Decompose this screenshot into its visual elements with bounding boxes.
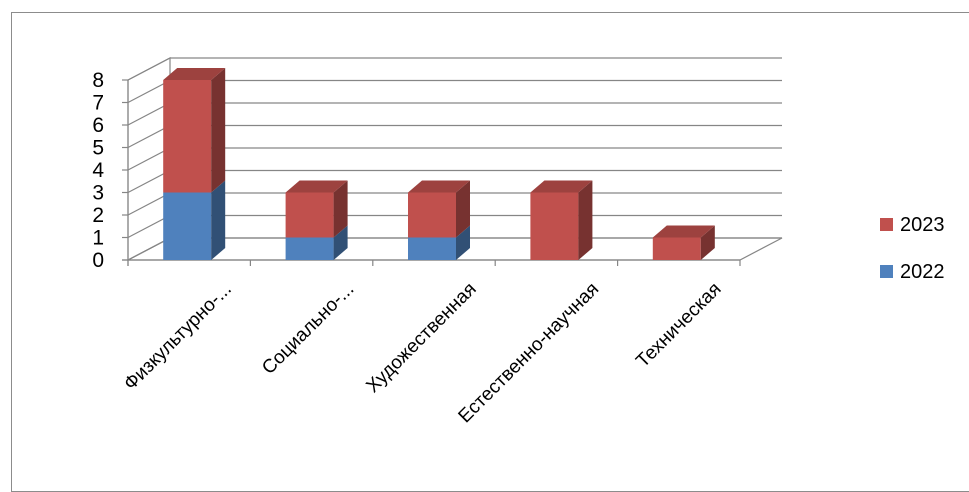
- gridline: [127, 124, 782, 149]
- y-tick-label: 6: [92, 114, 104, 137]
- bar-top: [163, 68, 226, 80]
- bar-2022-0: [163, 180, 226, 260]
- y-tick-label: 7: [92, 92, 104, 115]
- bar-2023-0: [163, 68, 226, 193]
- legend-label-2022: 2022: [900, 261, 945, 283]
- y-tick-label: 4: [92, 159, 104, 182]
- bar-2022-2-side: [456, 225, 470, 260]
- x-category-label: Техническая: [632, 279, 725, 372]
- gridline: [127, 57, 782, 81]
- bar-2022-0-side: [211, 180, 226, 260]
- bar-2022-2-front: [408, 237, 456, 260]
- legend-label-2023: 2023: [900, 214, 945, 236]
- gridline: [127, 79, 782, 104]
- bar-2023-4: [652, 225, 715, 260]
- bar-2023-3-front: [530, 192, 579, 260]
- y-tick-label: 2: [92, 204, 104, 227]
- bar-2023-2: [408, 180, 470, 238]
- y-tick-label: 5: [92, 137, 104, 160]
- bar-2022-2: [408, 225, 470, 260]
- legend: 2023 2022: [880, 214, 945, 283]
- bar-2023-3-side: [578, 180, 593, 260]
- y-tick-label: 1: [92, 227, 104, 250]
- y-tick-label: 0: [92, 249, 104, 272]
- y-tick-label: 3: [92, 182, 104, 205]
- legend-swatch-2022: [880, 265, 893, 278]
- bar-2023-4-side: [700, 225, 715, 260]
- bars: [163, 68, 715, 260]
- x-category-label: Естественно-научная: [455, 279, 604, 428]
- bar-top: [285, 180, 348, 193]
- bar-2023-2-front: [408, 192, 456, 238]
- bar-2022-1-front: [285, 237, 334, 260]
- bar-top: [652, 225, 715, 238]
- bar-top: [408, 180, 470, 193]
- x-category-label: Социально-...: [258, 279, 358, 379]
- bar-2022-1: [285, 225, 348, 260]
- bar-2023-4-front: [652, 237, 701, 260]
- legend-swatch-2023: [880, 218, 893, 231]
- gridline: [127, 147, 782, 171]
- bar-2022-0-front: [163, 192, 212, 260]
- bar-2023-1: [285, 180, 348, 238]
- bar-top: [530, 180, 593, 193]
- gridline: [127, 102, 782, 126]
- bar-2023-1-front: [285, 192, 334, 238]
- y-tick-label: 8: [92, 69, 104, 92]
- bar-2022-1-side: [333, 225, 348, 260]
- bar-2023-0-side: [211, 68, 226, 193]
- x-category-label: Художественная: [362, 279, 480, 397]
- bar-2023-1-side: [333, 180, 348, 238]
- bar-2023-3: [530, 180, 593, 260]
- bar-2023-2-side: [456, 180, 470, 238]
- x-axis-category-labels: Физкультурно-... Социально-... Художествен…: [120, 279, 725, 428]
- x-category-label: Физкультурно-...: [120, 279, 236, 395]
- bar-2023-0-front: [163, 80, 212, 193]
